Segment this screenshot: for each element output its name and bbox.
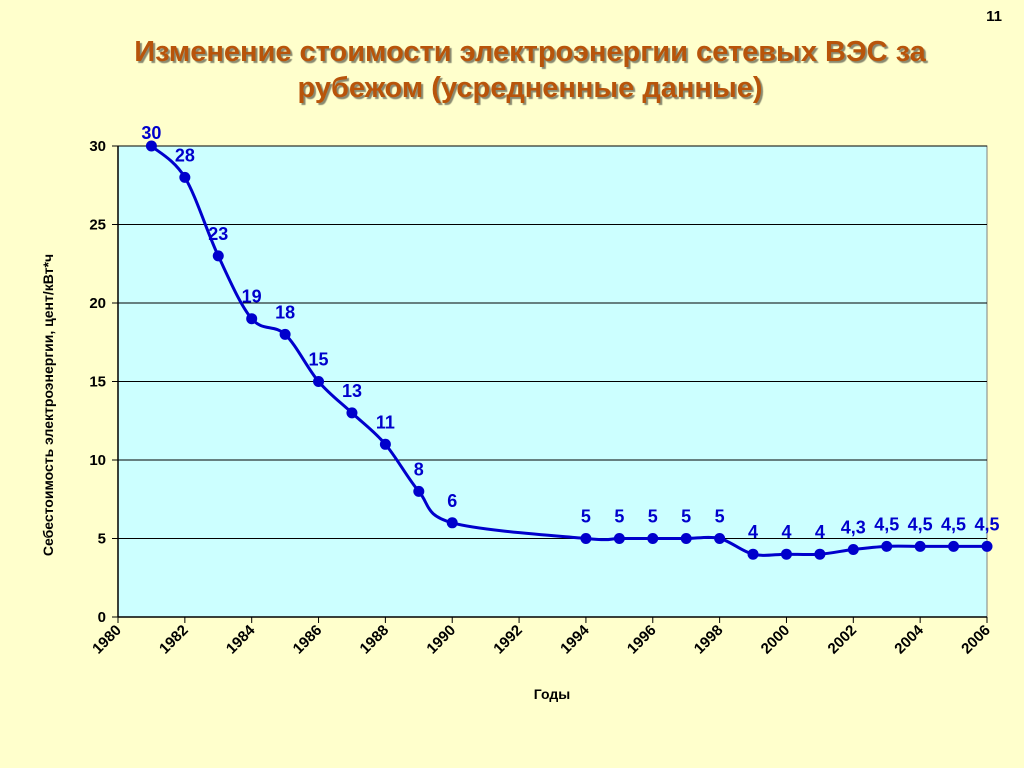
y-axis: 0 5 10 15 20 25 30 xyxy=(89,138,119,626)
x-tick-label: 1988 xyxy=(357,622,393,658)
x-axis-title: Годы xyxy=(534,686,570,702)
data-label: 5 xyxy=(715,507,725,527)
data-point xyxy=(914,540,926,552)
data-label: 4 xyxy=(748,522,758,542)
data-label: 4 xyxy=(815,522,825,542)
data-point xyxy=(981,540,993,552)
data-label: 5 xyxy=(581,507,591,527)
x-tick-label: 2006 xyxy=(958,622,994,658)
data-label: 5 xyxy=(648,507,658,527)
data-point xyxy=(346,407,358,419)
data-label: 28 xyxy=(175,145,195,165)
y-tick-label: 5 xyxy=(98,531,106,548)
data-label: 8 xyxy=(414,459,424,479)
data-label: 4,5 xyxy=(974,514,999,534)
data-label: 18 xyxy=(275,302,295,322)
data-label: 11 xyxy=(376,412,395,432)
data-label: 4,5 xyxy=(874,514,899,534)
data-point xyxy=(780,548,792,560)
data-label: 6 xyxy=(447,491,457,511)
data-label: 5 xyxy=(681,507,691,527)
x-tick-label: 1986 xyxy=(290,622,326,658)
data-point xyxy=(313,376,325,387)
y-tick-label: 30 xyxy=(89,138,106,155)
chart-title: Изменение стоимости электроэнергии сетев… xyxy=(134,36,926,104)
data-point xyxy=(145,140,157,152)
data-label: 13 xyxy=(342,381,362,401)
x-tick-label: 1994 xyxy=(557,621,593,657)
gridlines xyxy=(118,145,987,539)
x-tick-label: 1984 xyxy=(223,621,259,657)
x-axis: 1980 1982 1984 1986 1988 1990 1992 1994 1996 1998… xyxy=(89,616,994,658)
data-point xyxy=(379,438,391,450)
data-point xyxy=(580,533,592,544)
data-point xyxy=(246,313,258,325)
data-point xyxy=(747,548,759,560)
data-label: 4 xyxy=(781,522,791,542)
data-label: 19 xyxy=(242,287,262,307)
y-tick-label: 15 xyxy=(89,374,106,391)
y-tick-label: 10 xyxy=(89,452,106,469)
data-label: 30 xyxy=(141,123,161,143)
data-label: 15 xyxy=(309,350,329,370)
data-label: 4,5 xyxy=(941,514,966,534)
data-label: 4,5 xyxy=(908,514,933,534)
x-tick-label: 1990 xyxy=(423,622,459,658)
data-point xyxy=(212,250,224,262)
x-tick-label: 1998 xyxy=(691,622,727,658)
y-tick-label: 25 xyxy=(89,217,106,234)
y-axis-title: Себестоимость электроэнергии, цент/кВт*ч xyxy=(40,254,56,556)
data-point xyxy=(413,485,425,497)
data-point xyxy=(179,171,191,183)
x-tick-label: 1982 xyxy=(156,622,192,658)
x-tick-label: 2004 xyxy=(891,621,927,657)
x-tick-label: 1992 xyxy=(490,622,526,658)
x-tick-label: 1980 xyxy=(89,622,125,658)
y-tick-label: 20 xyxy=(89,295,106,312)
data-labels: 30 28 23 19 18 15 13 11 8 6 5 5 5 5 5 4 4 4 4,3 4,5 4,5 4,5 4,… xyxy=(141,123,999,542)
data-points xyxy=(145,140,993,560)
slide-number: 11 xyxy=(986,8,1002,25)
data-point xyxy=(847,543,859,555)
data-point xyxy=(948,540,960,552)
data-point xyxy=(814,548,826,560)
data-label: 4,3 xyxy=(841,517,866,537)
data-label: 23 xyxy=(208,224,228,244)
data-point xyxy=(613,533,625,544)
data-point xyxy=(279,328,291,340)
data-label: 5 xyxy=(614,507,624,527)
x-tick-label: 2000 xyxy=(758,622,794,658)
x-tick-label: 1996 xyxy=(624,622,660,658)
data-point xyxy=(446,517,458,529)
data-point xyxy=(881,540,893,552)
data-point xyxy=(647,533,659,544)
data-point xyxy=(714,533,726,544)
y-tick-label: 0 xyxy=(98,609,106,626)
x-tick-label: 2002 xyxy=(825,622,861,658)
data-point xyxy=(680,533,692,544)
